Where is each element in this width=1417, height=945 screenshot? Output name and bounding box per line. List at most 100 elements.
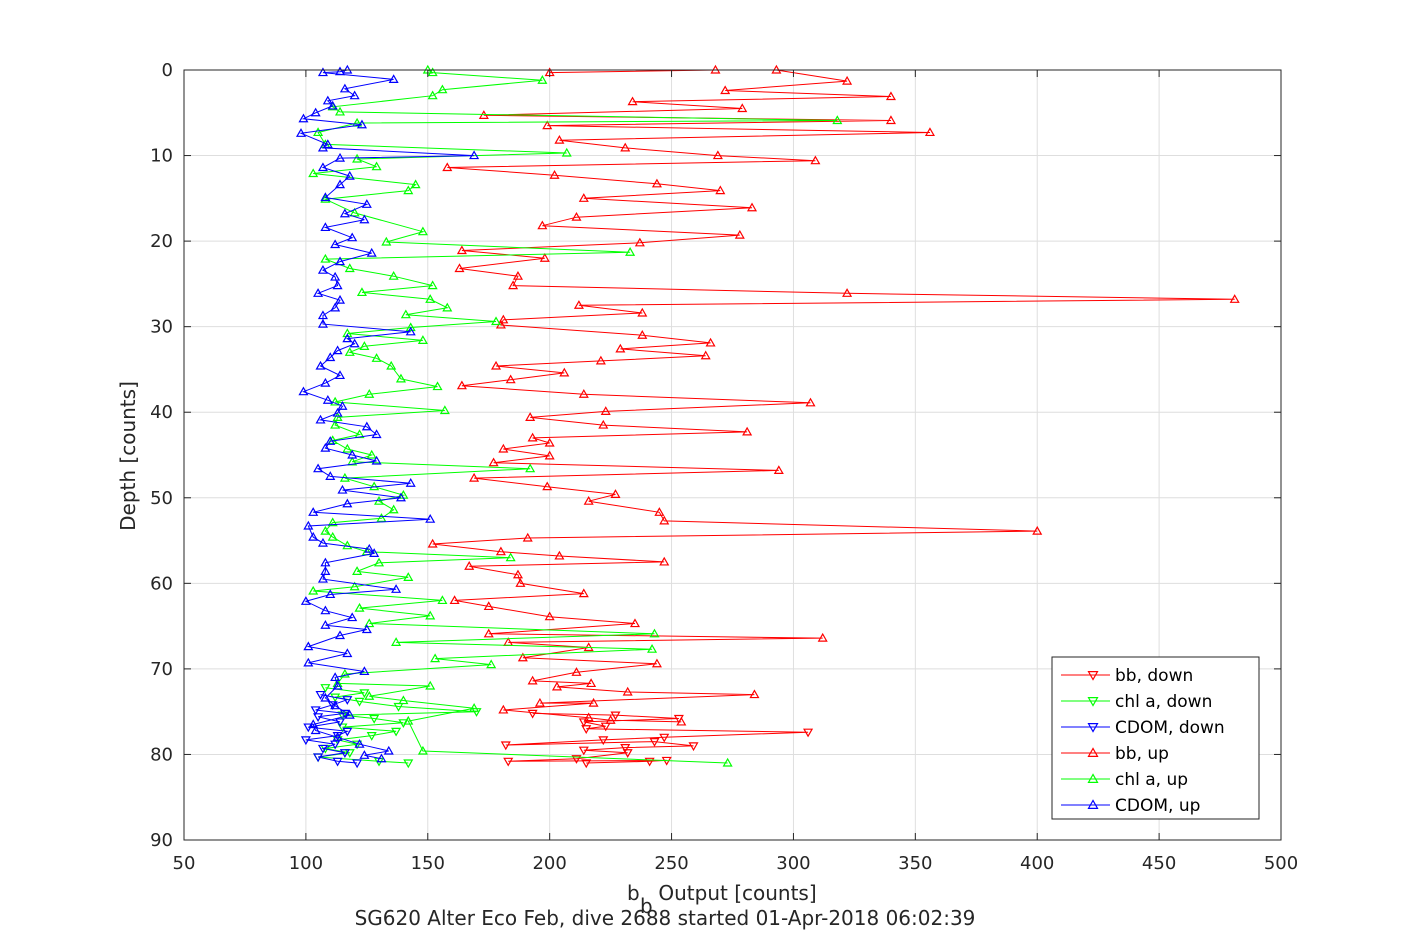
series-line: [318, 687, 477, 764]
data-point-marker: [369, 548, 380, 557]
data-point-marker: [371, 353, 382, 362]
data-point-marker: [330, 740, 341, 750]
data-point-marker: [349, 90, 360, 100]
data-point-marker: [544, 450, 555, 460]
data-point-marker: [332, 680, 343, 690]
data-point-marker: [715, 185, 726, 195]
data-point-marker: [298, 113, 309, 123]
data-point-marker: [515, 578, 526, 587]
data-point-marker: [486, 659, 497, 669]
ticks: 50 100 150 200 250 300 350 400 450 500 0 10 20 30 40 50…: [150, 60, 1298, 874]
data-point-marker: [317, 264, 328, 274]
data-point-marker: [688, 742, 699, 752]
y-tick-label: 10: [150, 146, 173, 167]
data-point-marker: [578, 193, 589, 202]
data-point-marker: [332, 280, 343, 290]
data-point-marker: [734, 229, 745, 239]
data-point-marker: [320, 192, 331, 202]
data-point-marker: [388, 270, 399, 280]
data-point-marker: [352, 566, 363, 575]
series-line: [313, 69, 838, 764]
data-point-marker: [327, 531, 338, 541]
data-point-marker: [352, 117, 363, 127]
legend-label: chl a, down: [1115, 692, 1212, 712]
data-point-marker: [571, 667, 582, 676]
data-point-marker: [364, 691, 375, 700]
data-point-marker: [561, 147, 572, 157]
data-point-marker: [359, 214, 370, 224]
data-point-marker: [332, 345, 343, 355]
data-point-marker: [364, 618, 375, 628]
data-point-marker: [425, 513, 436, 523]
data-point-marker: [317, 573, 328, 583]
data-point-marker: [417, 745, 428, 755]
data-point-marker: [310, 725, 321, 735]
data-point-marker: [320, 193, 331, 203]
data-point-marker: [637, 307, 648, 317]
data-point-marker: [442, 162, 453, 172]
data-point-marker: [308, 531, 319, 541]
data-point-marker: [749, 689, 760, 699]
y-tick-label: 90: [150, 830, 173, 851]
data-point-marker: [924, 127, 935, 137]
data-point-marker: [722, 757, 733, 767]
data-point-marker: [342, 696, 353, 705]
data-point-marker: [391, 727, 402, 737]
data-point-marker: [347, 456, 358, 466]
data-point-marker: [376, 753, 387, 763]
data-point-marker: [554, 550, 565, 560]
data-point-marker: [342, 727, 353, 737]
data-point-marker: [317, 162, 328, 172]
data-point-marker: [334, 179, 346, 189]
data-point-marker: [330, 672, 341, 682]
data-point-marker: [330, 419, 341, 429]
data-point-marker: [322, 139, 333, 149]
data-point-marker: [330, 239, 341, 249]
data-point-marker: [391, 637, 402, 646]
data-point-marker: [327, 435, 338, 445]
data-point-marker: [332, 757, 343, 767]
data-point-marker: [334, 152, 346, 162]
x-tick-label: 500: [1264, 853, 1298, 874]
series-4: [308, 64, 843, 767]
data-point-marker: [361, 421, 372, 431]
data-point-marker: [398, 695, 409, 705]
data-point-marker: [391, 584, 402, 593]
data-point-marker: [303, 520, 314, 530]
data-point-marker: [469, 472, 480, 482]
x-tick-label: 100: [289, 853, 323, 874]
x-axis-label-subscript: b: [640, 894, 653, 918]
data-point-marker: [352, 759, 363, 769]
data-point-marker: [427, 538, 438, 548]
data-point-marker: [651, 658, 662, 668]
data-point-marker: [417, 226, 428, 236]
data-point-marker: [313, 288, 324, 297]
data-point-marker: [371, 161, 382, 171]
data-point-marker: [449, 595, 460, 605]
data-point-marker: [334, 630, 346, 640]
data-point-marker: [544, 611, 555, 621]
data-point-marker: [349, 581, 360, 591]
data-point-marker: [339, 709, 350, 719]
data-point-marker: [503, 757, 514, 767]
y-tick-label: 80: [150, 744, 173, 765]
data-point-marker: [315, 690, 326, 700]
data-point-marker: [334, 66, 346, 76]
y-tick-label: 20: [150, 231, 173, 252]
data-point-marker: [620, 142, 631, 152]
data-point-marker: [325, 436, 336, 445]
data-point-marker: [320, 557, 331, 567]
data-point-marker: [366, 449, 377, 459]
data-point-marker: [366, 732, 377, 741]
data-point-marker: [361, 199, 372, 208]
data-point-marker: [578, 389, 589, 398]
data-point-marker: [620, 743, 631, 753]
data-point-marker: [578, 718, 589, 728]
data-point-marker: [583, 495, 594, 505]
data-point-marker: [320, 222, 331, 232]
series-0: [500, 709, 814, 769]
data-point-marker: [517, 652, 528, 662]
x-tick-label: 350: [898, 853, 932, 874]
data-point-marker: [342, 443, 353, 453]
data-point-marker: [542, 481, 553, 491]
